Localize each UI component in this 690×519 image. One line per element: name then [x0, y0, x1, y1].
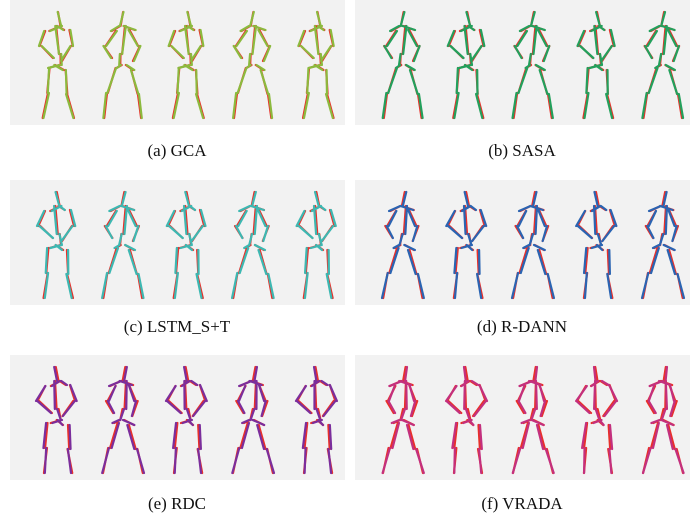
caption: (d) R-DANN — [477, 317, 567, 336]
caption: (b) SASA — [488, 141, 556, 160]
caption: (f) VRADA — [481, 494, 563, 513]
caption: (c) LSTM_S+T — [124, 317, 231, 336]
figure: (a) GCA (b) SASA (c) LSTM_S+T (d) R-DANN… — [0, 0, 690, 519]
caption: (e) RDC — [148, 494, 206, 513]
page: (a) GCA (b) SASA (c) LSTM_S+T (d) R-DANN… — [0, 0, 690, 519]
panel-image — [355, 0, 690, 125]
caption: (a) GCA — [147, 141, 207, 160]
